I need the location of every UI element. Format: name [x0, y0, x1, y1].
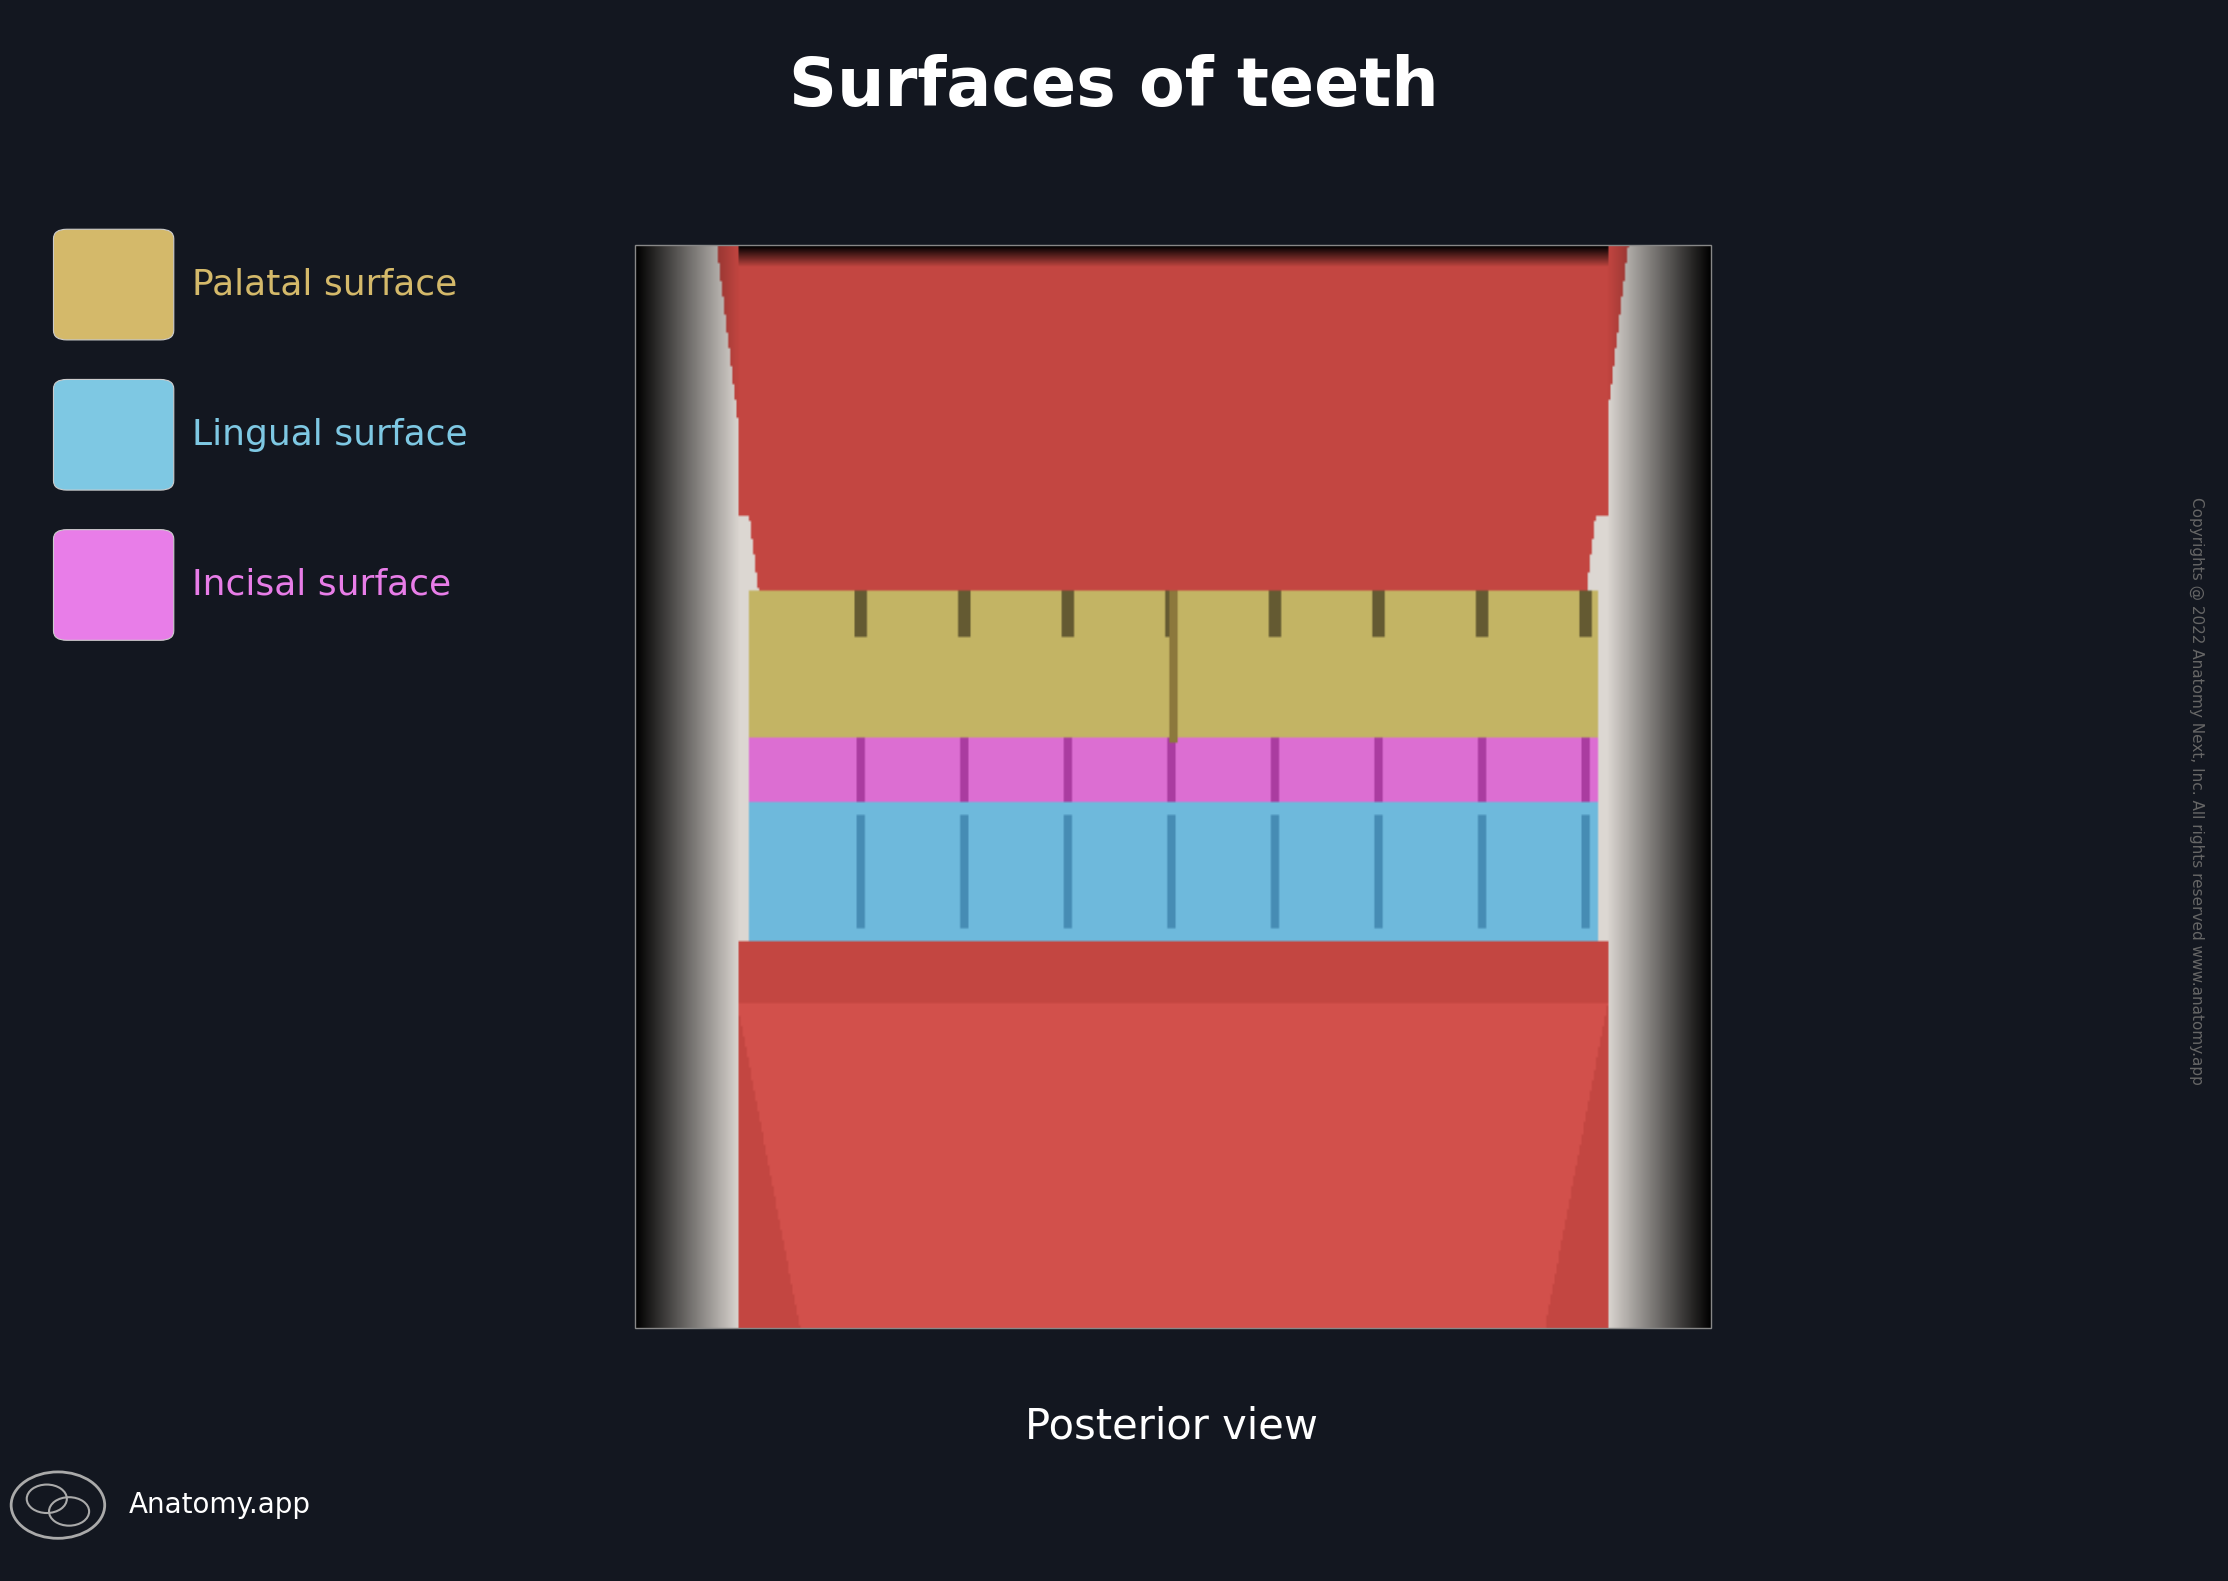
- Bar: [635, 245, 1711, 1328]
- Text: Incisal surface: Incisal surface: [192, 568, 450, 602]
- Text: Copyrights @ 2022 Anatomy Next, Inc. All rights reserved www.anatomy.app: Copyrights @ 2022 Anatomy Next, Inc. All…: [2190, 496, 2203, 1085]
- Text: Lingual surface: Lingual surface: [192, 417, 468, 452]
- FancyBboxPatch shape: [53, 379, 174, 490]
- FancyBboxPatch shape: [53, 229, 174, 340]
- Text: Anatomy.app: Anatomy.app: [129, 1491, 312, 1519]
- Text: Surfaces of teeth: Surfaces of teeth: [789, 54, 1439, 120]
- Text: Palatal surface: Palatal surface: [192, 267, 457, 302]
- FancyBboxPatch shape: [53, 530, 174, 640]
- Text: Posterior view: Posterior view: [1025, 1406, 1319, 1447]
